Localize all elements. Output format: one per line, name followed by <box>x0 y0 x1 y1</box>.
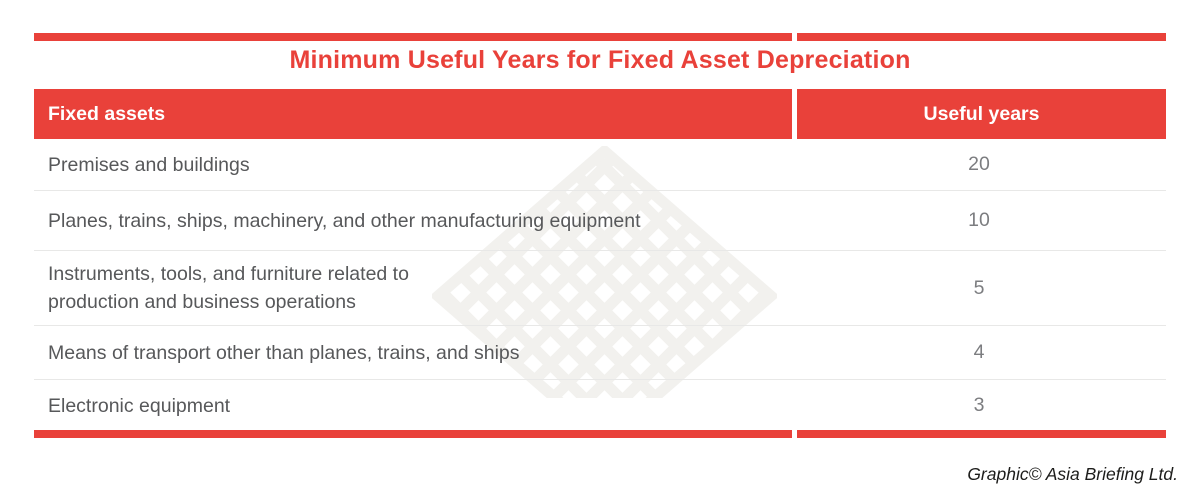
column-header-fixed-assets: Fixed assets <box>34 89 792 139</box>
asset-name-cell: Means of transport other than planes, tr… <box>48 341 520 364</box>
bottom-accent-bar <box>34 430 1166 438</box>
useful-years-cell: 10 <box>968 209 990 231</box>
useful-years-cell: 3 <box>973 394 985 416</box>
column-header-useful-years: Useful years <box>797 89 1166 139</box>
table-row: Instruments, tools, and furniture relate… <box>34 251 1166 326</box>
table-header-row: Fixed assets Useful years <box>34 89 1166 139</box>
table-row: Means of transport other than planes, tr… <box>34 326 1166 380</box>
table-row: Electronic equipment 3 <box>34 380 1166 431</box>
top-accent-bar <box>34 33 1166 41</box>
top-accent-bar-left <box>34 33 792 41</box>
graphic-credit: Graphic© Asia Briefing Ltd. <box>967 464 1178 484</box>
top-accent-bar-notch <box>792 33 797 41</box>
bottom-accent-bar-left <box>34 430 792 438</box>
useful-years-cell: 5 <box>973 276 985 299</box>
asset-name-cell: Premises and buildings <box>48 153 250 176</box>
useful-years-cell: 4 <box>973 341 985 363</box>
top-accent-bar-right <box>797 33 1166 41</box>
bottom-accent-bar-right <box>797 430 1166 438</box>
bottom-accent-bar-notch <box>792 430 797 438</box>
asset-name-cell: Planes, trains, ships, machinery, and ot… <box>48 209 641 232</box>
table-row: Premises and buildings 20 <box>34 139 1166 191</box>
page-title: Minimum Useful Years for Fixed Asset Dep… <box>289 46 911 74</box>
asset-name-cell: Electronic equipment <box>48 394 231 417</box>
depreciation-table: Fixed assets Useful years Premises and b… <box>34 89 1166 431</box>
useful-years-cell: 20 <box>968 153 990 175</box>
column-divider <box>792 89 797 139</box>
asset-name-cell: Instruments, tools, and furniture relate… <box>48 263 409 313</box>
table-row: Planes, trains, ships, machinery, and ot… <box>34 191 1166 251</box>
